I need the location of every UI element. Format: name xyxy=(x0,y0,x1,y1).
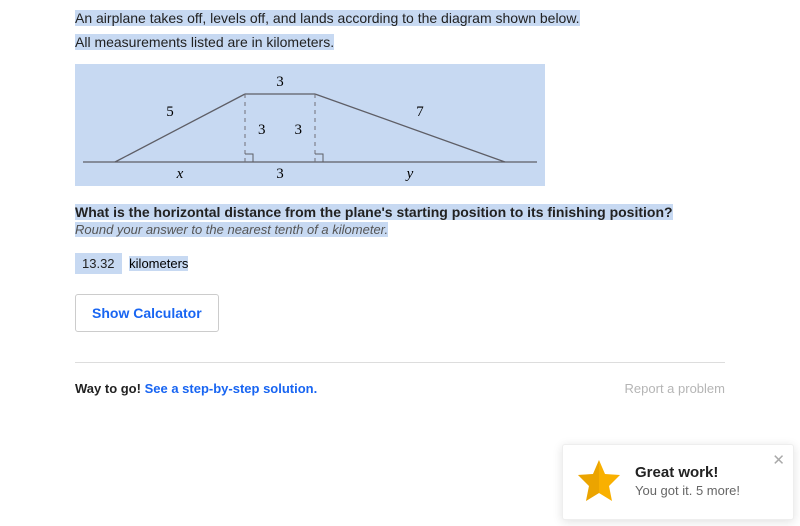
diagram-label-right-slant: 7 xyxy=(416,104,424,120)
solution-link[interactable]: See a step-by-step solution. xyxy=(145,381,318,396)
answer-unit: kilometers xyxy=(129,256,188,271)
praise-text: Way to go! xyxy=(75,381,141,396)
question-text: What is the horizontal distance from the… xyxy=(75,204,673,220)
toast-title: Great work! xyxy=(635,464,740,481)
diagram-label-y: y xyxy=(405,166,414,182)
diagram-label-x: x xyxy=(176,166,184,182)
problem-intro: An airplane takes off, levels off, and l… xyxy=(75,10,580,26)
diagram-label-left-height: 3 xyxy=(258,122,266,138)
divider xyxy=(75,362,725,363)
show-calculator-button[interactable]: Show Calculator xyxy=(75,294,219,332)
flight-diagram: 3 5 7 3 3 3 x y xyxy=(75,64,545,186)
diagram-label-right-height: 3 xyxy=(295,122,303,138)
diagram-label-left-slant: 5 xyxy=(166,104,174,120)
close-icon[interactable]: ✕ xyxy=(772,451,785,469)
diagram-label-mid-base: 3 xyxy=(276,166,284,182)
units-note: All measurements listed are in kilometer… xyxy=(75,34,334,50)
star-icon xyxy=(575,457,623,505)
instruction-text: Round your answer to the nearest tenth o… xyxy=(75,222,388,237)
report-problem-link[interactable]: Report a problem xyxy=(625,381,725,396)
success-toast: ✕ Great work! You got it. 5 more! xyxy=(562,444,794,520)
diagram-label-top: 3 xyxy=(276,74,284,90)
answer-input[interactable]: 13.32 xyxy=(75,253,122,274)
toast-subtitle: You got it. 5 more! xyxy=(635,483,740,498)
